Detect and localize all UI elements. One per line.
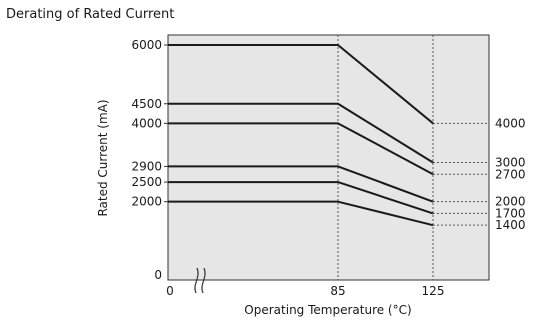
x-tick-label: 0 (166, 284, 174, 298)
series-line-4 (168, 165, 434, 203)
right-value-label: 4000 (495, 116, 526, 130)
y-tick-label: 2900 (131, 159, 162, 173)
right-value-label: 2000 (495, 195, 526, 209)
y-tick-label: 6000 (131, 38, 162, 52)
right-value-label: 2700 (495, 167, 526, 181)
y-tick-label: 4500 (131, 97, 162, 111)
series-line-1 (168, 44, 434, 125)
axis-break-mark (194, 267, 199, 294)
plot-area (167, 34, 490, 281)
y-tick-label: 2500 (131, 175, 162, 189)
axis-break-mark (201, 267, 206, 294)
right-value-label: 3000 (495, 156, 526, 170)
x-axis-label: Operating Temperature (°C) (244, 303, 411, 317)
chart-title: Derating of Rated Current (6, 7, 175, 22)
x-tick-label: 85 (330, 284, 345, 298)
series-line-3 (168, 122, 434, 176)
right-value-label: 1700 (495, 206, 526, 220)
y-tick-label: 2000 (131, 195, 162, 209)
y-tick-label: 0 (154, 268, 162, 282)
x-tick-label: 125 (422, 284, 445, 298)
series-line-5 (168, 181, 434, 215)
series-line-6 (168, 200, 434, 227)
right-value-label: 1400 (495, 218, 526, 232)
y-tick-label: 4000 (131, 116, 162, 130)
series-line-2 (168, 102, 434, 164)
y-axis-label: Rated Current (mA) (96, 99, 110, 216)
